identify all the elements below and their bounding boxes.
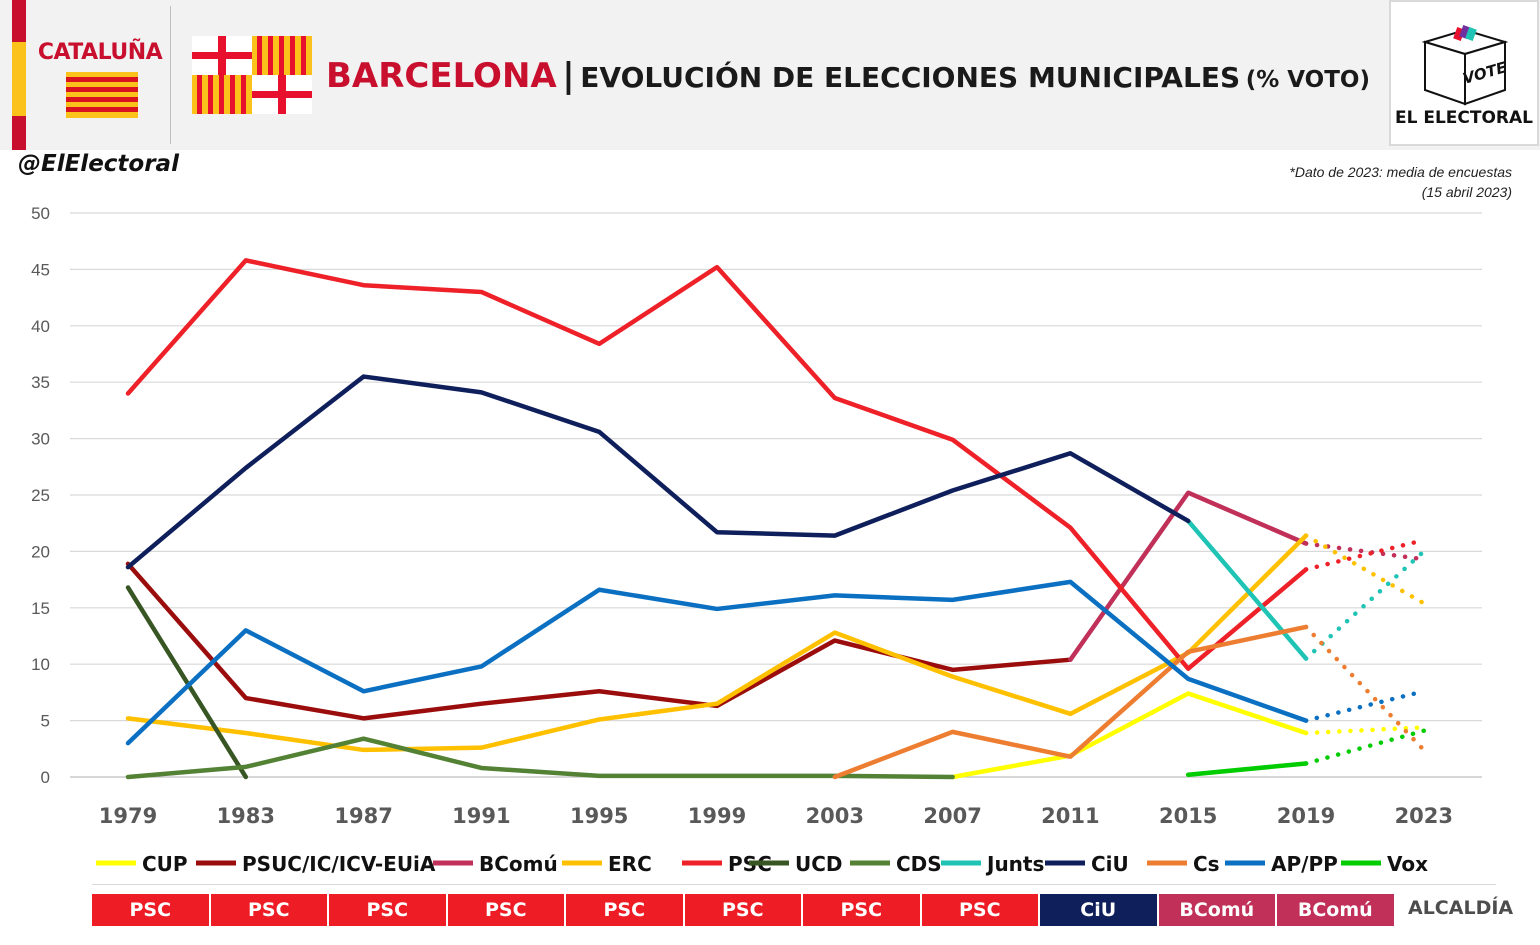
series-line — [125, 579, 1309, 746]
y-tick-label: 30 — [31, 430, 50, 449]
mayor-cell: BComú — [1158, 894, 1277, 926]
barcelona-flag-icon — [192, 36, 312, 114]
legend-label: PSUC/IC/ICV-EUiA — [242, 852, 436, 876]
mayor-cell: PSC — [684, 894, 803, 926]
mayor-cell: CiU — [1040, 894, 1159, 926]
el-electoral-logo: VOTE EL ELECTORAL — [1389, 0, 1539, 146]
series-projection — [1303, 537, 1427, 572]
x-tick-label: 1983 — [217, 804, 275, 828]
ballot-box-icon: VOTE — [1421, 24, 1509, 106]
title-city: BARCELONA — [326, 56, 557, 96]
x-tick-label: 2003 — [806, 804, 864, 828]
series-projection — [1303, 689, 1427, 723]
x-tick-label: 1995 — [570, 804, 628, 828]
series-vox — [1185, 728, 1427, 777]
series-ap-pp — [125, 579, 1427, 746]
y-tick-label: 0 — [41, 768, 50, 787]
header-banner: CATALUÑA BARCELONA | EVOLUCIÓN DE ELECCI… — [0, 0, 1540, 150]
series-ucd — [125, 585, 249, 780]
y-tick-label: 25 — [31, 486, 50, 505]
y-tick-label: 10 — [31, 655, 50, 674]
series-line — [125, 585, 249, 780]
series-psc — [125, 258, 1427, 671]
legend-label: ERC — [608, 852, 652, 876]
y-tick-label: 35 — [31, 373, 50, 392]
legend-label: CiU — [1091, 852, 1129, 876]
series-line — [125, 258, 1309, 671]
series-projection — [1303, 541, 1427, 562]
title-separator: | — [562, 56, 575, 96]
x-tick-label: 1999 — [688, 804, 746, 828]
legend-label: CDS — [896, 852, 942, 876]
series-bcom- — [1068, 490, 1427, 662]
x-tick-label: 2023 — [1395, 804, 1453, 828]
legend-label: AP/PP — [1271, 852, 1338, 876]
mayor-row-label: ALCALDÍA — [1408, 897, 1514, 919]
legend-label: UCD — [795, 852, 843, 876]
title-subtitle: (% VOTO) — [1245, 67, 1370, 93]
header-divider — [170, 6, 171, 144]
series-line — [1185, 761, 1309, 777]
title-main: EVOLUCIÓN DE ELECCIONES MUNICIPALES — [580, 61, 1241, 94]
series-line — [832, 624, 1309, 780]
series-line — [1185, 518, 1309, 661]
y-tick-label: 40 — [31, 317, 50, 336]
legend-label: CUP — [142, 852, 188, 876]
series-projection — [1303, 725, 1427, 736]
y-tick-label: 20 — [31, 542, 50, 561]
legend-label: Vox — [1387, 852, 1428, 876]
series-cds — [125, 736, 955, 780]
series-erc — [125, 533, 1427, 753]
legend-label: Cs — [1193, 852, 1220, 876]
mayor-cell: PSC — [921, 894, 1040, 926]
series-ciu — [125, 374, 1191, 570]
series-line — [125, 736, 955, 780]
catalonia-flag-icon — [66, 72, 138, 118]
y-tick-label: 15 — [31, 599, 50, 618]
series-line — [950, 691, 1309, 780]
legend-divider — [92, 884, 1496, 885]
mayor-cell: PSC — [92, 894, 211, 926]
mayor-cell: PSC — [566, 894, 685, 926]
poll-note-line1: *Dato de 2023: media de encuestas — [1289, 164, 1512, 180]
x-tick-label: 1979 — [99, 804, 157, 828]
series-junts — [1185, 518, 1427, 661]
series-cs — [832, 624, 1427, 780]
mayor-cell: PSC — [803, 894, 922, 926]
x-tick-label: 2019 — [1277, 804, 1335, 828]
social-handle: @ElElectoral — [18, 151, 179, 177]
mayor-cell: PSC — [447, 894, 566, 926]
x-tick-label: 2011 — [1041, 804, 1099, 828]
series-cup — [950, 691, 1427, 780]
series-projection — [1303, 533, 1427, 606]
legend-label: BComú — [479, 852, 558, 876]
poll-note: *Dato de 2023: media de encuestas (15 ab… — [1289, 162, 1512, 202]
mayor-cell: BComú — [1277, 894, 1396, 926]
series-line — [1068, 490, 1309, 662]
mayor-cell: PSC — [210, 894, 329, 926]
y-tick-label: 50 — [31, 204, 50, 223]
y-tick-label: 5 — [41, 712, 50, 731]
x-tick-label: 1991 — [452, 804, 510, 828]
x-tick-label: 1987 — [334, 804, 392, 828]
x-tick-label: 2007 — [923, 804, 981, 828]
region-label: CATALUÑA — [37, 40, 163, 65]
series-line — [125, 374, 1191, 570]
page-title: BARCELONA | EVOLUCIÓN DE ELECCIONES MUNI… — [326, 56, 1370, 96]
series-projection — [1303, 728, 1427, 766]
x-tick-label: 2015 — [1159, 804, 1217, 828]
catalonia-stripe — [12, 0, 26, 150]
legend-label: Junts — [985, 852, 1044, 876]
mayor-cell: PSC — [329, 894, 448, 926]
poll-note-line2: (15 abril 2023) — [1421, 184, 1512, 200]
series-line — [125, 533, 1309, 753]
brand-name: EL ELECTORAL — [1394, 108, 1534, 128]
y-tick-label: 45 — [31, 260, 50, 279]
series-projection — [1303, 549, 1427, 661]
